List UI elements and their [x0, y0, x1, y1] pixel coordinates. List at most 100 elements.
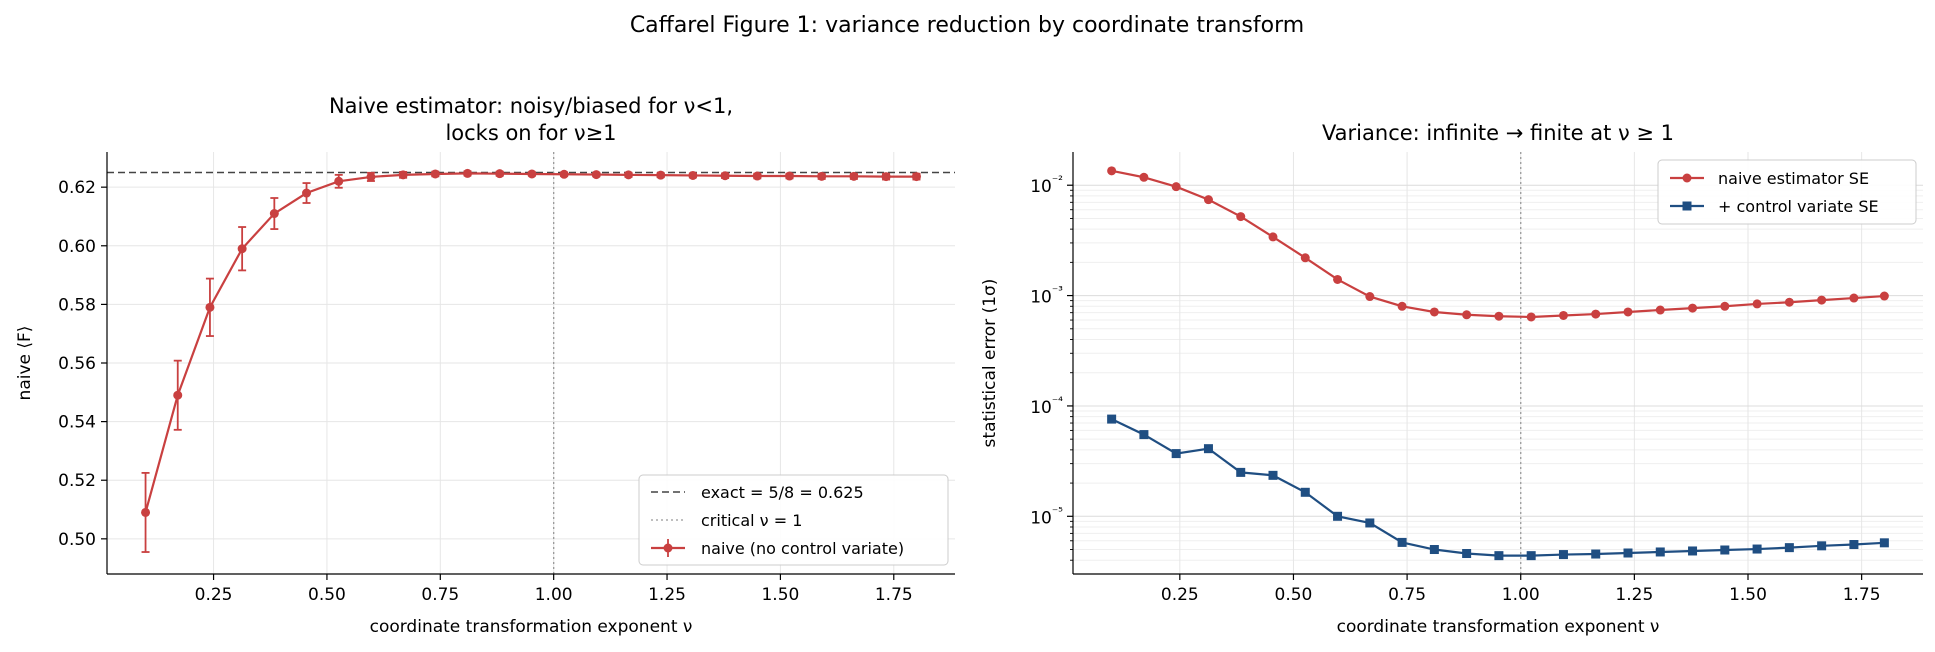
figure-suptitle: Caffarel Figure 1: variance reduction by… — [630, 13, 1304, 38]
legend-critical-label: critical ν = 1 — [701, 511, 802, 530]
naive-data-point — [1591, 309, 1601, 319]
naive-data-point — [1526, 312, 1536, 322]
naive-data-point — [1688, 303, 1698, 313]
naive-data-point — [495, 169, 505, 179]
naive-data-point — [911, 172, 921, 182]
left-x-axis-label: coordinate transformation exponent ν — [370, 617, 693, 637]
y-tick-label: 10⁻² — [1030, 173, 1063, 197]
x-tick-label: 0.50 — [308, 585, 346, 605]
legend-naive-marker — [1682, 173, 1692, 183]
cv-data-point — [1720, 545, 1730, 555]
y-tick-label: 0.56 — [58, 354, 96, 374]
left-chart-panel: 0.25 0.50 0.75 1.00 1.25 1.50 1.75 0.50 0.52 0.54… — [15, 94, 955, 637]
x-tick-label: 0.75 — [421, 585, 459, 605]
cv-data-point — [1139, 430, 1149, 440]
cv-data-point — [1879, 538, 1889, 548]
y-tick-label: 10⁻⁴ — [1030, 394, 1063, 418]
naive-series-line — [144, 172, 917, 513]
x-tick-label: 1.25 — [1615, 585, 1653, 605]
cv-data-point — [1817, 541, 1827, 551]
naive-data-point — [527, 169, 537, 179]
cv-data-point — [1203, 444, 1213, 454]
naive-data-point — [1365, 292, 1375, 302]
naive-data-point — [1300, 253, 1310, 263]
naive-data-point — [1171, 182, 1181, 192]
legend-naive-label: naive estimator SE — [1718, 169, 1869, 188]
right-chart-panel: 0.25 0.50 0.75 1.00 1.25 1.50 1.75 10⁻⁵ 10⁻⁴ 10⁻³… — [980, 121, 1923, 637]
x-tick-label: 0.50 — [1275, 585, 1313, 605]
x-tick-label: 1.00 — [535, 585, 573, 605]
legend-naive-label: naive (no control variate) — [701, 539, 904, 558]
naive-data-point — [1139, 172, 1149, 182]
legend-cv-label: + control variate SE — [1718, 197, 1879, 216]
naive-data-point — [784, 171, 794, 181]
naive-data-point — [463, 168, 473, 178]
x-tick-label: 1.50 — [761, 585, 799, 605]
naive-data-point — [817, 171, 827, 181]
x-tick-label: 0.25 — [1161, 585, 1199, 605]
naive-data-point — [1268, 232, 1278, 242]
cv-data-point — [1688, 546, 1698, 556]
cv-data-point — [1752, 544, 1762, 554]
right-legend-box — [1657, 159, 1917, 225]
naive-data-point — [720, 171, 730, 181]
cv-data-point — [1397, 537, 1407, 547]
right-chart-title: Variance: infinite → finite at ν ≥ 1 — [1322, 121, 1674, 145]
naive-data-point — [237, 244, 247, 254]
naive-data-point — [1107, 166, 1117, 176]
naive-data-point — [1236, 212, 1246, 222]
naive-data-point — [1558, 310, 1568, 320]
cv-data-point — [1171, 449, 1181, 459]
naive-data-point — [1203, 195, 1213, 205]
naive-data-point — [688, 170, 698, 180]
naive-data-point — [623, 170, 633, 180]
y-tick-label: 0.54 — [58, 413, 96, 433]
naive-data-point — [302, 188, 312, 198]
naive-data-point — [1333, 274, 1343, 284]
y-tick-label: 10⁻⁵ — [1030, 504, 1063, 528]
cv-data-point — [1429, 545, 1439, 555]
cv-data-point — [1784, 543, 1794, 553]
y-tick-label: 0.62 — [58, 178, 96, 198]
naive-data-point — [881, 172, 891, 182]
naive-data-point — [656, 170, 666, 180]
x-tick-label: 1.75 — [1843, 585, 1881, 605]
cv-data-point — [1236, 467, 1246, 477]
y-tick-label: 0.58 — [58, 295, 96, 315]
left-chart-title: locks on for ν≥1 — [445, 121, 616, 145]
naive-data-point — [591, 170, 601, 180]
x-tick-label: 1.75 — [875, 585, 913, 605]
cv-data-point — [1623, 548, 1633, 558]
naive-data-point — [205, 302, 215, 312]
naive-data-point — [173, 390, 183, 400]
left-legend-box — [638, 474, 949, 566]
legend-exact-label: exact = 5/8 = 0.625 — [701, 483, 864, 502]
x-tick-label: 1.50 — [1729, 585, 1767, 605]
naive-data-point — [752, 171, 762, 181]
cv-data-point — [1462, 549, 1472, 559]
cv-data-point — [1107, 414, 1117, 424]
y-tick-label: 0.50 — [58, 530, 96, 550]
left-chart-title: Naive estimator: noisy/biased for ν<1, — [329, 94, 733, 118]
naive-data-point — [1462, 310, 1472, 320]
y-tick-label: 10⁻³ — [1030, 284, 1063, 308]
y-tick-label: 0.52 — [58, 471, 96, 491]
naive-data-point — [430, 169, 440, 179]
cv-data-point — [1558, 550, 1568, 560]
naive-data-point — [1655, 305, 1665, 315]
naive-data-point — [1817, 295, 1827, 305]
naive-data-point — [334, 176, 344, 186]
naive-data-point — [366, 172, 376, 182]
right-x-axis-label: coordinate transformation exponent ν — [1337, 617, 1660, 637]
left-y-axis-label: naive ⟨F⟩ — [15, 326, 35, 401]
y-tick-label: 0.60 — [58, 237, 96, 257]
x-tick-label: 1.25 — [648, 585, 686, 605]
cv-data-point — [1849, 540, 1859, 550]
cv-data-point — [1268, 470, 1278, 480]
naive-data-point — [269, 209, 279, 219]
naive-data-point — [398, 170, 408, 180]
right-y-axis-label: statistical error (1σ) — [980, 279, 1000, 448]
naive-data-point — [1752, 299, 1762, 309]
legend-naive-marker — [663, 543, 673, 553]
